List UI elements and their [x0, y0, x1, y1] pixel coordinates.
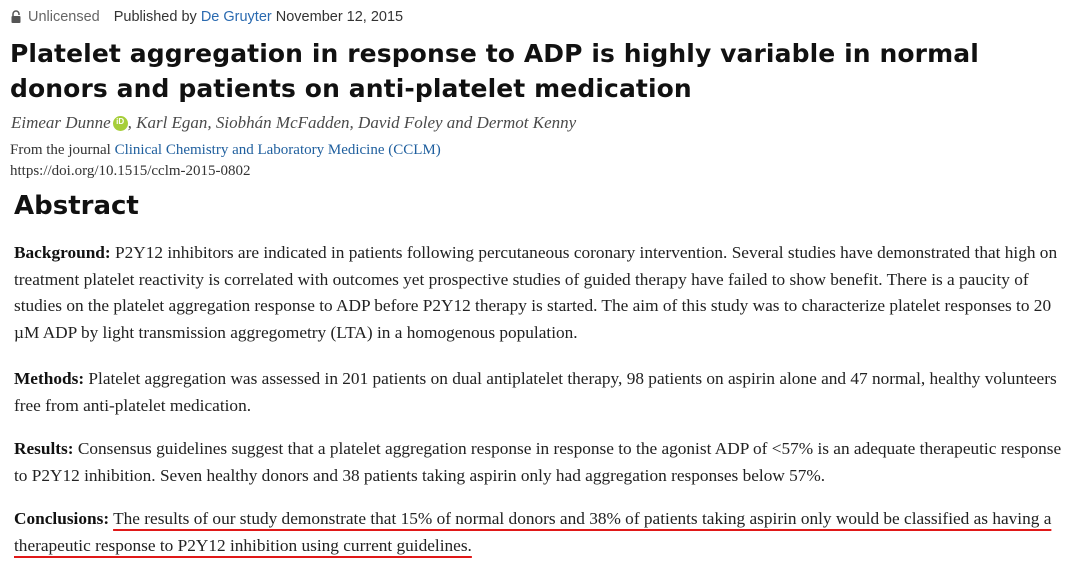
- abstract-results: Results: Consensus guidelines suggest th…: [14, 436, 1074, 489]
- lock-icon: [11, 10, 21, 23]
- journal-line: From the journal Clinical Chemistry and …: [10, 142, 441, 162]
- background-label: Background:: [14, 243, 111, 262]
- published-prefix: Published by: [113, 9, 197, 25]
- author-list: Eimear Dunne , Karl Egan, Siobhán McFadd…: [11, 112, 576, 134]
- orcid-icon[interactable]: [112, 115, 128, 131]
- conclusions-text-highlighted: The results of our study demonstrate tha…: [14, 509, 1052, 555]
- abstract-heading: Abstract: [14, 191, 139, 221]
- doi-link[interactable]: https://doi.org/10.1515/cclm-2015-0802: [10, 163, 251, 179]
- publisher-link[interactable]: De Gruyter: [200, 9, 272, 25]
- abstract-methods: Methods: Platelet aggregation was assess…: [14, 366, 1074, 419]
- background-text: P2Y12 inhibitors are indicated in patien…: [14, 243, 1058, 342]
- journal-link[interactable]: Clinical Chemistry and Laboratory Medici…: [114, 142, 441, 158]
- license-label: Unlicensed: [28, 9, 100, 25]
- methods-text: Platelet aggregation was assessed in 201…: [14, 369, 1057, 415]
- results-label: Results:: [14, 439, 74, 458]
- journal-prefix: From the journal: [10, 142, 111, 158]
- abstract-conclusions: Conclusions: The results of our study de…: [14, 506, 1074, 559]
- other-authors: , Karl Egan, Siobhán McFadden, David Fol…: [127, 113, 577, 132]
- results-text: Consensus guidelines suggest that a plat…: [14, 439, 1062, 485]
- publication-meta: Unlicensed Published by De Gruyter Novem…: [10, 7, 403, 27]
- conclusions-label: Conclusions:: [14, 509, 110, 528]
- author-link-first[interactable]: Eimear Dunne: [11, 113, 111, 132]
- article-title: Platelet aggregation in response to ADP …: [10, 39, 979, 103]
- methods-label: Methods:: [14, 369, 85, 388]
- abstract-background: Background: P2Y12 inhibitors are indicat…: [14, 240, 1074, 346]
- publication-date: November 12, 2015: [275, 9, 404, 25]
